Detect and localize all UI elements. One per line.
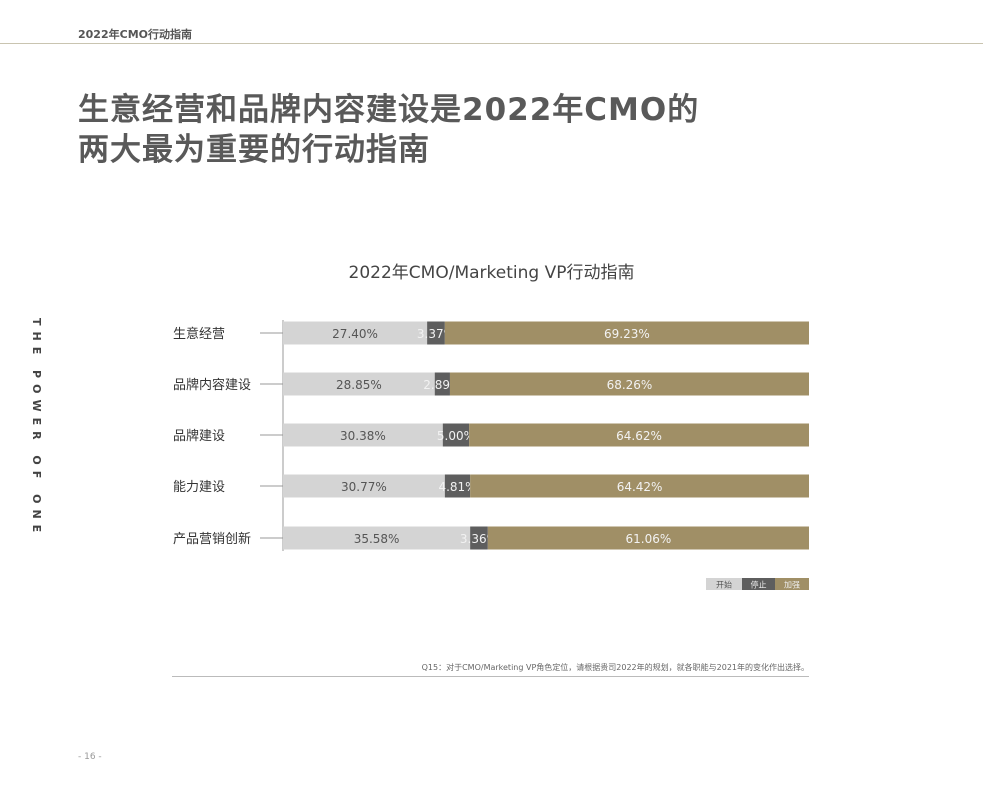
legend-label: 开始: [716, 580, 732, 590]
category-label: 品牌建设: [173, 428, 225, 444]
legend-swatch: [706, 578, 742, 590]
category-label: 品牌内容建设: [173, 377, 251, 393]
category-label: 生意经营: [173, 326, 225, 342]
data-label: 28.85%: [336, 378, 382, 392]
page-number: - 16 -: [78, 752, 102, 762]
data-label: 69.23%: [604, 327, 650, 341]
data-label: 61.06%: [626, 532, 672, 546]
legend-label: 加强: [784, 580, 800, 590]
bar-segment-停止: [427, 321, 445, 345]
bar-segment-加强: [469, 423, 809, 447]
data-label: 5.00%: [437, 429, 475, 443]
chart-title: 2022年CMO/Marketing VP行动指南: [348, 263, 635, 283]
data-label: 30.38%: [340, 429, 386, 443]
data-label: 64.62%: [616, 429, 662, 443]
bar-segment-停止: [470, 526, 488, 550]
bar-segment-加强: [449, 372, 809, 396]
bar-segment-开始: [283, 526, 471, 550]
bar-segment-停止: [444, 474, 471, 498]
legend-swatch: [742, 578, 775, 590]
category-label: 产品营销创新: [173, 531, 251, 547]
bar-segment-开始: [283, 321, 428, 345]
page-title: 生意经营和品牌内容建设是2022年CMO的 两大最为重要的行动指南: [78, 90, 699, 170]
bar-segment-停止: [442, 423, 470, 447]
bar-segment-加强: [444, 321, 809, 345]
legend-label: 停止: [751, 580, 767, 590]
page-title-line-2: 两大最为重要的行动指南: [78, 132, 430, 168]
header-title: 2022年CMO行动指南: [78, 28, 192, 41]
header-divider: [0, 43, 983, 44]
bar-segment-开始: [283, 423, 443, 447]
data-label: 68.26%: [607, 378, 653, 392]
side-text: THE POWER OF ONE: [30, 318, 43, 539]
legend-swatch: [775, 578, 809, 590]
data-label: 4.81%: [438, 480, 476, 494]
bar-segment-停止: [434, 372, 450, 396]
bar-segment-加强: [487, 526, 809, 550]
data-label: 30.77%: [341, 480, 387, 494]
bar-segment-开始: [283, 372, 435, 396]
page-title-line-1: 生意经营和品牌内容建设是2022年CMO的: [78, 92, 700, 128]
data-label: 35.58%: [354, 532, 400, 546]
footnote: Q15：对于CMO/Marketing VP角色定位，请根据贵司2022年的规划…: [421, 663, 809, 672]
bar-segment-开始: [283, 474, 445, 498]
data-label: 64.42%: [617, 480, 663, 494]
bar-segment-加强: [470, 474, 809, 498]
footnote-divider: [172, 676, 809, 677]
category-label: 能力建设: [173, 480, 225, 495]
data-label: 27.40%: [332, 327, 378, 341]
